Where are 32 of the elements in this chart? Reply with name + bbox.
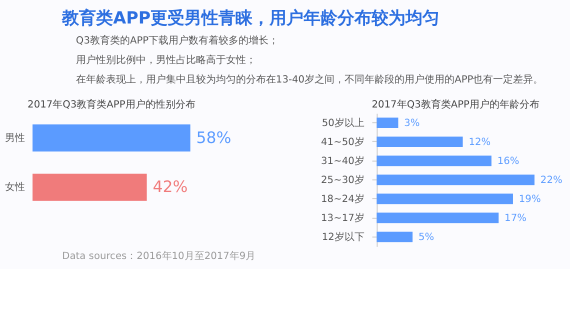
chart-title: 2017年Q3教育类APP用户的性别分布 xyxy=(28,98,196,110)
data-label: 42% xyxy=(152,177,188,196)
y-tick-label: 女性 xyxy=(5,181,26,194)
data-label: 58% xyxy=(196,128,232,147)
y-tick-label: 12岁以下 xyxy=(322,230,364,243)
data-label: 17% xyxy=(504,212,526,224)
y-tick-label: 50岁以上 xyxy=(322,116,364,129)
data-label: 19% xyxy=(518,194,541,205)
bar xyxy=(376,232,413,242)
data-label: 16% xyxy=(497,156,520,167)
data-label: 5% xyxy=(418,232,434,243)
text: 在年龄表现上，用户集中且较为均匀的分布在13-40岁之间，不同年龄段的用户使用的APP也有一定差异。 xyxy=(76,74,544,86)
y-tick-label: 25~30岁 xyxy=(321,174,364,186)
bar xyxy=(376,212,499,224)
bar xyxy=(376,136,463,148)
y-tick-label: 13~17岁 xyxy=(321,212,364,224)
text: 用户性别比例中，男性占比略高于女性； xyxy=(76,54,256,66)
y-tick-label: 41~50岁 xyxy=(321,136,364,148)
y-tick-label: 31~40岁 xyxy=(321,154,364,167)
bar xyxy=(376,174,534,186)
data-label: 3% xyxy=(404,118,420,129)
data-label: 12% xyxy=(468,136,491,148)
bar xyxy=(376,194,513,204)
y-tick-label: 18~24岁 xyxy=(321,192,364,205)
bar xyxy=(376,118,398,128)
text: 教育类APP更受男性青睐，用户年龄分布较为均匀 xyxy=(61,8,440,28)
y-tick-label: 男性 xyxy=(5,132,26,144)
bar xyxy=(376,156,492,166)
text: Q3教育类的APP下载用户数有着较多的增长； xyxy=(76,34,279,46)
text: Data sources：2016年10月至2017年9月 xyxy=(62,250,256,262)
data-label: 22% xyxy=(540,174,562,186)
chart-title: 2017年Q3教育类APP用户的年龄分布 xyxy=(372,98,540,110)
